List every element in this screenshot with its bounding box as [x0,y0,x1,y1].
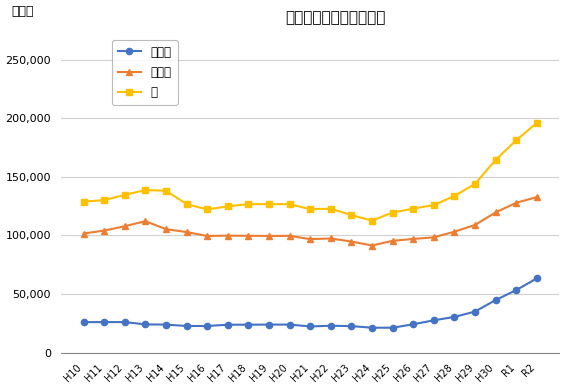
小学校 [183,324,190,328]
小学校 [286,322,293,327]
計 [204,207,211,212]
計 [492,158,499,162]
小学校 [492,298,499,302]
中学校 [121,224,128,229]
小学校 [368,325,375,330]
中学校 [224,233,231,238]
小学校 [121,320,128,324]
Title: 不登校児童生徒数の推移: 不登校児童生徒数の推移 [285,10,385,25]
中学校 [286,233,293,238]
小学校 [513,288,520,293]
小学校 [224,322,231,327]
Legend: 小学校, 中学校, 計: 小学校, 中学校, 計 [112,40,177,105]
中学校 [183,230,190,235]
計 [142,188,149,193]
計 [410,206,416,211]
小学校 [389,325,396,330]
小学校 [410,322,416,327]
中学校 [410,237,416,241]
中学校 [389,238,396,243]
計 [80,199,87,204]
計 [472,182,479,186]
計 [451,194,458,198]
中学校 [451,230,458,234]
計 [121,193,128,197]
計 [431,203,437,207]
計 [389,210,396,215]
計 [348,213,355,217]
小学校 [142,322,149,327]
中学校 [368,243,375,248]
計 [327,207,334,211]
小学校 [472,309,479,314]
Text: （人）: （人） [11,5,33,18]
小学校 [307,324,314,329]
中学校 [492,210,499,215]
小学校 [80,320,87,324]
計 [368,218,375,223]
中学校 [142,219,149,224]
中学校 [266,234,272,238]
Line: 小学校: 小学校 [80,275,540,331]
計 [533,121,540,125]
中学校 [348,239,355,244]
小学校 [451,315,458,319]
計 [266,202,272,207]
中学校 [245,233,252,238]
計 [307,207,314,212]
計 [183,202,190,207]
中学校 [472,223,479,227]
計 [224,204,231,209]
小学校 [163,322,170,327]
小学校 [266,322,272,327]
中学校 [101,228,107,233]
Line: 中学校: 中学校 [80,194,540,249]
Line: 計: 計 [80,119,540,224]
小学校 [327,323,334,328]
計 [286,202,293,207]
中学校 [307,237,314,242]
中学校 [163,227,170,231]
中学校 [327,236,334,241]
中学校 [431,235,437,240]
小学校 [245,322,252,327]
計 [245,202,252,207]
計 [163,188,170,193]
中学校 [204,234,211,238]
小学校 [533,276,540,281]
小学校 [101,320,107,324]
小学校 [431,318,437,322]
中学校 [533,195,540,200]
中学校 [80,231,87,236]
中学校 [513,200,520,205]
小学校 [204,324,211,328]
計 [513,138,520,143]
小学校 [348,324,355,328]
計 [101,198,107,202]
